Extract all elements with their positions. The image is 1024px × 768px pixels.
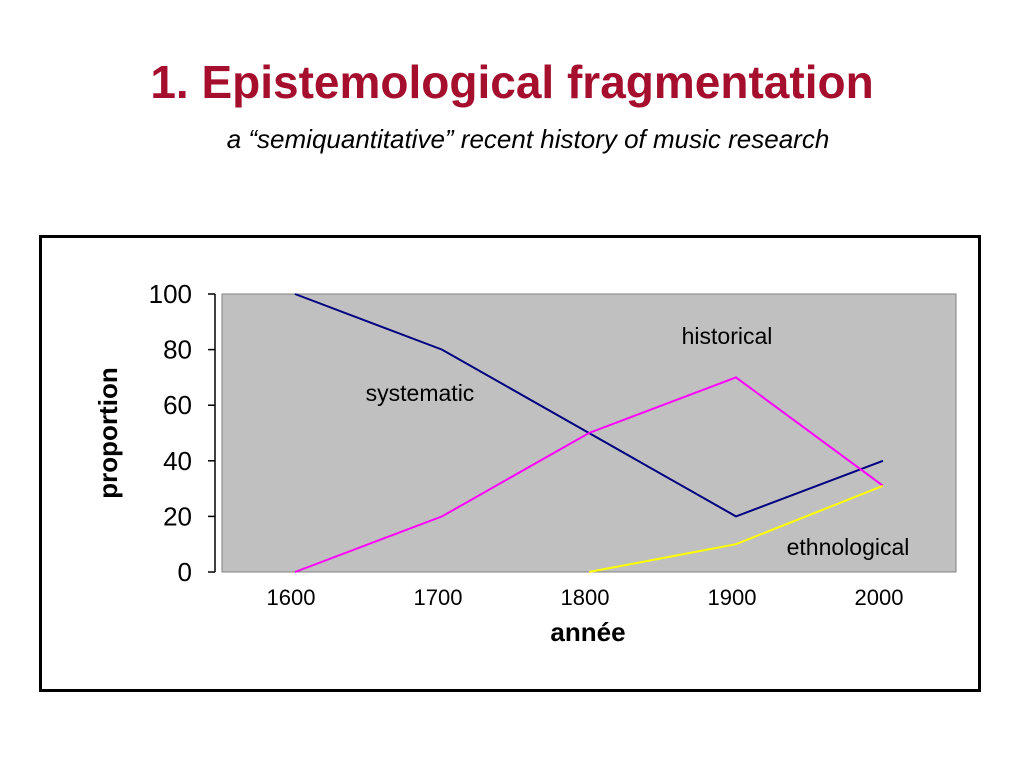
series-line-ethnological: [588, 484, 884, 573]
y-tick-label: 100: [149, 279, 192, 309]
x-axis-title: année: [550, 617, 625, 647]
x-tick-label: 2000: [855, 585, 904, 610]
series-lines: [294, 293, 884, 573]
series-label-ethnological: ethnological: [787, 534, 910, 560]
x-tick-label: 1800: [561, 585, 610, 610]
line-chart: 0 20 40 60 80 100 1600 1700 1800 1900 2000 system…: [93, 279, 957, 647]
y-axis-title: proportion: [93, 367, 123, 498]
x-tick-label: 1900: [708, 585, 757, 610]
x-tick-label: 1700: [414, 585, 463, 610]
y-tick-label: 0: [178, 557, 192, 587]
slide-subtitle: a “semiquantitative” recent history of m…: [226, 124, 830, 154]
chart-frame: 0 20 40 60 80 100 1600 1700 1800 1900 2000 system…: [39, 235, 981, 692]
y-axis: 0 20 40 60 80 100: [149, 279, 216, 587]
series-label-systematic: systematic: [366, 380, 475, 406]
y-tick-label: 40: [163, 446, 192, 476]
x-axis: 1600 1700 1800 1900 2000: [267, 585, 904, 610]
y-tick-label: 80: [163, 335, 192, 365]
x-tick-label: 1600: [267, 585, 316, 610]
series-labels: systematic historical ethnological: [366, 323, 910, 560]
y-tick-label: 60: [163, 390, 192, 420]
series-label-historical: historical: [682, 323, 773, 349]
series-line-historical: [294, 376, 884, 573]
y-tick-label: 20: [163, 501, 192, 531]
slide-title: 1. Epistemological fragmentation: [150, 56, 874, 108]
